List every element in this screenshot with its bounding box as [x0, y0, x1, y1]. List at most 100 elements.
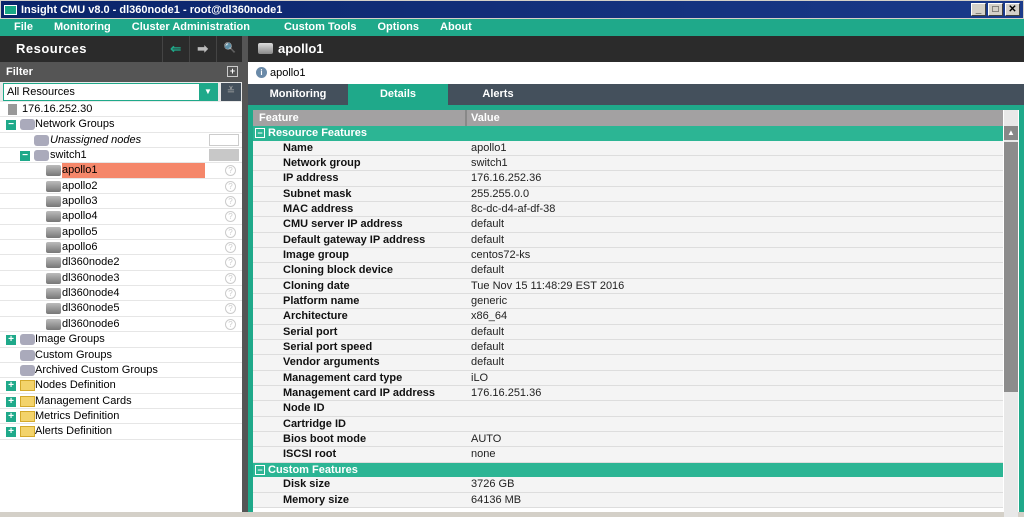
- tree-item-label: Custom Groups: [35, 348, 113, 361]
- feature-value: 64136 MB: [471, 493, 522, 506]
- tree-item[interactable]: dl360node2?: [0, 255, 242, 271]
- feature-name: Disk size: [283, 478, 331, 491]
- server-icon: [258, 43, 273, 54]
- forward-arrow-icon[interactable]: ➡: [189, 36, 216, 62]
- info-text: apollo1: [270, 67, 306, 79]
- tree-item-label: apollo3: [62, 195, 98, 208]
- filter-select[interactable]: All Resources ▼: [3, 83, 218, 101]
- menu-about[interactable]: About: [440, 21, 472, 33]
- expand-icon[interactable]: +: [227, 66, 238, 77]
- expand-icon[interactable]: +: [6, 381, 16, 392]
- status-unknown-icon: ?: [225, 226, 236, 238]
- vertical-scrollbar[interactable]: ▲: [1004, 110, 1018, 517]
- section-header[interactable]: − Custom Features: [253, 462, 1003, 478]
- minimize-button[interactable]: _: [971, 3, 986, 16]
- collapse-all-button[interactable]: ≚: [221, 83, 241, 101]
- filter-bar: Filter +: [0, 62, 242, 82]
- feature-value: 176.16.252.36: [471, 172, 542, 185]
- menu-monitoring[interactable]: Monitoring: [53, 21, 111, 33]
- feature-name: Memory size: [283, 493, 350, 506]
- tree-item-label: apollo1: [62, 163, 205, 179]
- expand-icon[interactable]: +: [6, 335, 16, 346]
- panel-splitter[interactable]: [242, 36, 248, 512]
- menu-file[interactable]: File: [14, 21, 33, 33]
- expand-icon[interactable]: +: [6, 396, 16, 407]
- search-icon[interactable]: 🔍: [216, 36, 243, 62]
- tree-item[interactable]: dl360node6?: [0, 317, 242, 333]
- table-row: Network group switch1: [253, 155, 1003, 172]
- tree-item[interactable]: dl360node5?: [0, 301, 242, 317]
- status-unknown-icon: ?: [225, 211, 236, 223]
- expand-icon[interactable]: +: [6, 411, 16, 422]
- close-button[interactable]: ✕: [1005, 3, 1020, 16]
- details-panel: apollo1 i apollo1 Monitoring Details Ale…: [248, 36, 1024, 517]
- feature-value: default: [471, 356, 505, 369]
- tree-item[interactable]: + Metrics Definition: [0, 409, 242, 425]
- menu-custom-tools[interactable]: Custom Tools: [283, 21, 357, 33]
- menu-bar: File Monitoring Cluster Administration C…: [0, 19, 1024, 36]
- tree-item[interactable]: − Network Groups: [0, 117, 242, 133]
- tree-item[interactable]: apollo4?: [0, 209, 242, 225]
- resources-panel: Resources ⇐ ➡ 🔍 Filter + All Resources ▼…: [0, 36, 242, 512]
- tree-item[interactable]: apollo2?: [0, 179, 242, 195]
- tab-alerts[interactable]: Alerts: [482, 88, 514, 100]
- expand-icon[interactable]: +: [6, 427, 16, 438]
- tree-item[interactable]: dl360node4?: [0, 286, 242, 302]
- feature-value: default: [471, 233, 505, 246]
- tree-item[interactable]: + Alerts Definition: [0, 424, 242, 440]
- tree-item[interactable]: apollo3?: [0, 194, 242, 210]
- tree-item[interactable]: 176.16.252.30: [0, 102, 242, 118]
- feature-value: centos72-ks: [471, 248, 531, 261]
- feature-value: 3726 GB: [471, 478, 515, 491]
- chevron-down-icon[interactable]: ▼: [199, 84, 217, 100]
- app-icon: [4, 5, 17, 15]
- column-feature[interactable]: Feature: [259, 112, 299, 124]
- collapse-icon[interactable]: −: [6, 120, 16, 131]
- folder-icon: [20, 380, 35, 392]
- tree-item[interactable]: + Management Cards: [0, 394, 242, 409]
- status-unknown-icon: ?: [225, 318, 236, 330]
- tree-item[interactable]: + Image Groups: [0, 332, 242, 348]
- tree-item[interactable]: dl360node3?: [0, 271, 242, 287]
- server-icon: [46, 211, 61, 223]
- tree-item-label: Archived Custom Groups: [35, 363, 158, 376]
- back-arrow-icon[interactable]: ⇐: [162, 36, 189, 62]
- tree-item-label: dl360node3: [62, 271, 120, 284]
- scroll-up-icon[interactable]: ▲: [1004, 126, 1018, 140]
- tree-item-label: apollo4: [62, 210, 98, 223]
- table-row: Image group centos72-ks: [253, 247, 1003, 264]
- feature-name: Node ID: [283, 402, 325, 415]
- scroll-thumb[interactable]: [1004, 142, 1018, 392]
- network-icon: [34, 150, 49, 162]
- tree-item[interactable]: apollo6?: [0, 240, 242, 256]
- tree-item[interactable]: + Nodes Definition: [0, 378, 242, 394]
- table-row: Cloning block device default: [253, 263, 1003, 279]
- feature-value: switch1: [471, 156, 508, 169]
- table-row: Architecture x86_64: [253, 309, 1003, 325]
- tree-item[interactable]: apollo1?: [0, 163, 242, 179]
- network-icon: [34, 134, 49, 146]
- feature-name: Cloning date: [283, 279, 350, 292]
- tree-item-label: 176.16.252.30: [22, 103, 93, 115]
- collapse-icon[interactable]: −: [255, 128, 265, 138]
- tree-item[interactable]: apollo5?: [0, 225, 242, 241]
- collapse-icon[interactable]: −: [255, 464, 265, 475]
- server-icon: [46, 272, 61, 284]
- column-value[interactable]: Value: [465, 110, 500, 126]
- server-icon: [46, 288, 61, 300]
- maximize-button[interactable]: □: [988, 3, 1003, 16]
- tree-item-label: dl360node5: [62, 302, 120, 315]
- menu-options[interactable]: Options: [377, 21, 420, 33]
- tree-item[interactable]: − switch1: [0, 148, 242, 164]
- tab-monitoring[interactable]: Monitoring: [269, 88, 327, 100]
- network-icon: [20, 334, 35, 346]
- tree-item[interactable]: Archived Custom Groups: [0, 363, 242, 379]
- menu-cluster-administration[interactable]: Cluster Administration: [131, 21, 250, 33]
- section-header[interactable]: − Resource Features: [253, 126, 1003, 141]
- collapse-icon[interactable]: −: [20, 151, 30, 162]
- tab-details[interactable]: Details: [348, 84, 448, 105]
- tree-item[interactable]: Unassigned nodes: [0, 133, 242, 149]
- table-row: Default gateway IP address default: [253, 232, 1003, 248]
- tree-item[interactable]: Custom Groups: [0, 348, 242, 363]
- tree-item-label: Alerts Definition: [35, 425, 113, 438]
